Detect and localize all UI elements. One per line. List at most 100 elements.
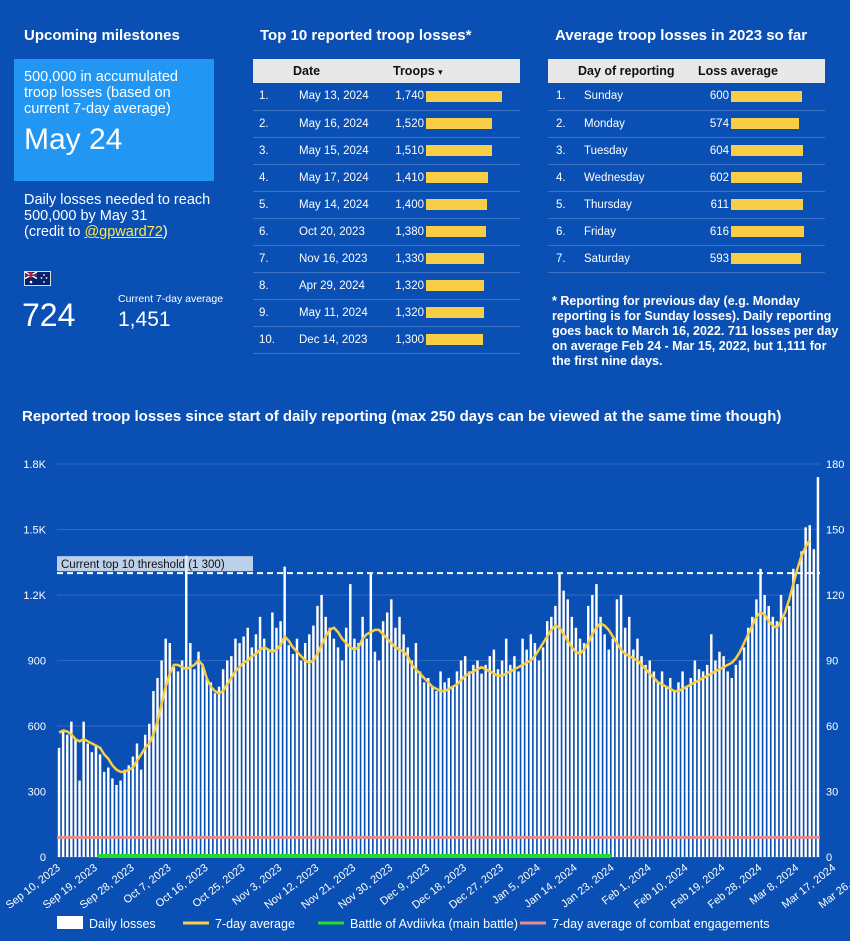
bar-daily-loss[interactable]	[201, 664, 204, 857]
bar-daily-loss[interactable]	[267, 649, 270, 857]
bar-daily-loss[interactable]	[636, 638, 639, 857]
bar-daily-loss[interactable]	[525, 649, 528, 857]
bar-daily-loss[interactable]	[611, 638, 615, 857]
table-row[interactable]: 3. Tuesday 604	[548, 137, 825, 165]
bar-daily-loss[interactable]	[254, 634, 258, 857]
bar-daily-loss[interactable]	[755, 599, 758, 857]
bar-daily-loss[interactable]	[418, 671, 422, 857]
bar-daily-loss[interactable]	[558, 573, 561, 857]
bar-daily-loss[interactable]	[463, 656, 467, 857]
bar-daily-loss[interactable]	[160, 660, 163, 858]
bar-daily-loss[interactable]	[320, 595, 323, 857]
sort-desc-icon[interactable]: ▾	[438, 67, 443, 77]
bar-daily-loss[interactable]	[660, 671, 664, 857]
bar-daily-loss[interactable]	[123, 769, 126, 857]
bar-daily-loss[interactable]	[127, 765, 131, 857]
bar-daily-loss[interactable]	[102, 771, 106, 857]
bar-daily-loss[interactable]	[414, 643, 418, 857]
bar-daily-loss[interactable]	[669, 677, 672, 857]
bar-daily-loss[interactable]	[230, 656, 233, 857]
bar-daily-loss[interactable]	[90, 752, 94, 857]
table-row[interactable]: 6. Oct 20, 2023 1,380	[253, 218, 520, 246]
bar-daily-loss[interactable]	[640, 656, 643, 857]
bar-daily-loss[interactable]	[135, 743, 139, 857]
bar-daily-loss[interactable]	[644, 664, 647, 857]
table-row[interactable]: 9. May 11, 2024 1,320	[253, 299, 520, 327]
bar-daily-loss[interactable]	[422, 682, 426, 857]
bar-daily-loss[interactable]	[184, 555, 188, 857]
bar-daily-loss[interactable]	[705, 664, 709, 857]
bar-daily-loss[interactable]	[250, 647, 254, 857]
bar-daily-loss[interactable]	[742, 647, 746, 857]
bar-daily-loss[interactable]	[390, 599, 393, 857]
bar-daily-loss[interactable]	[61, 730, 65, 857]
bar-daily-loss[interactable]	[279, 621, 282, 857]
table-row[interactable]: 5. May 14, 2024 1,400	[253, 191, 520, 219]
bar-daily-loss[interactable]	[193, 669, 196, 857]
col-day[interactable]: Day of reporting	[578, 59, 698, 83]
bar-daily-loss[interactable]	[652, 671, 656, 857]
bar-daily-loss[interactable]	[143, 734, 147, 857]
bar-daily-loss[interactable]	[344, 627, 348, 857]
bar-daily-loss[interactable]	[98, 754, 102, 857]
bar-daily-loss[interactable]	[595, 584, 598, 857]
bar-daily-loss[interactable]	[82, 721, 85, 857]
bar-daily-loss[interactable]	[74, 739, 77, 857]
bar-daily-loss[interactable]	[808, 525, 811, 857]
bar-daily-loss[interactable]	[439, 671, 442, 857]
bar-daily-loss[interactable]	[431, 686, 434, 857]
bar-daily-loss[interactable]	[57, 747, 61, 857]
bar-daily-loss[interactable]	[287, 645, 291, 857]
bar-daily-loss[interactable]	[221, 669, 225, 857]
bar-daily-loss[interactable]	[381, 621, 385, 857]
bar-daily-loss[interactable]	[533, 643, 537, 857]
bar-daily-loss[interactable]	[357, 643, 360, 857]
bar-daily-loss[interactable]	[308, 634, 311, 857]
bar-daily-loss[interactable]	[180, 660, 184, 858]
bar-daily-loss[interactable]	[295, 638, 299, 857]
bar-daily-loss[interactable]	[570, 616, 574, 857]
bar-daily-loss[interactable]	[427, 677, 430, 857]
bar-daily-loss[interactable]	[509, 664, 512, 857]
bar-daily-loss[interactable]	[226, 660, 229, 858]
bar-daily-loss[interactable]	[377, 660, 381, 858]
bar-daily-loss[interactable]	[468, 671, 471, 857]
bar-daily-loss[interactable]	[70, 721, 73, 857]
bar-daily-loss[interactable]	[517, 671, 520, 857]
bar-daily-loss[interactable]	[406, 647, 409, 857]
bar-daily-loss[interactable]	[168, 643, 172, 857]
bar-daily-loss[interactable]	[619, 595, 623, 857]
bar-daily-loss[interactable]	[751, 616, 754, 857]
bar-daily-loss[interactable]	[673, 691, 676, 857]
bar-daily-loss[interactable]	[443, 682, 446, 857]
bar-daily-loss[interactable]	[78, 780, 81, 857]
bar-daily-loss[interactable]	[496, 669, 500, 857]
bar-daily-loss[interactable]	[759, 568, 762, 857]
bar-daily-loss[interactable]	[480, 673, 483, 857]
bar-daily-loss[interactable]	[521, 638, 524, 857]
bar-daily-loss[interactable]	[582, 643, 586, 857]
bar-daily-loss[interactable]	[788, 605, 791, 857]
bar-daily-loss[interactable]	[648, 660, 651, 858]
bar-daily-loss[interactable]	[599, 616, 602, 857]
credit-link[interactable]: @gpward72	[84, 224, 163, 240]
bar-daily-loss[interactable]	[541, 647, 545, 857]
bar-daily-loss[interactable]	[783, 616, 787, 857]
bar-daily-loss[interactable]	[800, 551, 803, 857]
bar-daily-loss[interactable]	[578, 638, 582, 857]
bar-daily-loss[interactable]	[628, 616, 631, 857]
bar-daily-loss[interactable]	[271, 612, 274, 857]
col-troops[interactable]: Troops ▾	[393, 59, 520, 83]
bar-daily-loss[interactable]	[746, 627, 750, 857]
bar-daily-loss[interactable]	[152, 691, 155, 857]
bar-daily-loss[interactable]	[689, 677, 693, 857]
bar-daily-loss[interactable]	[312, 625, 315, 857]
col-loss-avg[interactable]: Loss average	[698, 59, 825, 83]
bar-daily-loss[interactable]	[258, 616, 262, 857]
bar-daily-loss[interactable]	[217, 686, 221, 857]
bar-daily-loss[interactable]	[246, 627, 249, 857]
bar-daily-loss[interactable]	[537, 660, 541, 858]
bar-daily-loss[interactable]	[792, 568, 795, 857]
bar-daily-loss[interactable]	[656, 682, 660, 857]
table-row[interactable]: 5. Thursday 611	[548, 191, 825, 219]
